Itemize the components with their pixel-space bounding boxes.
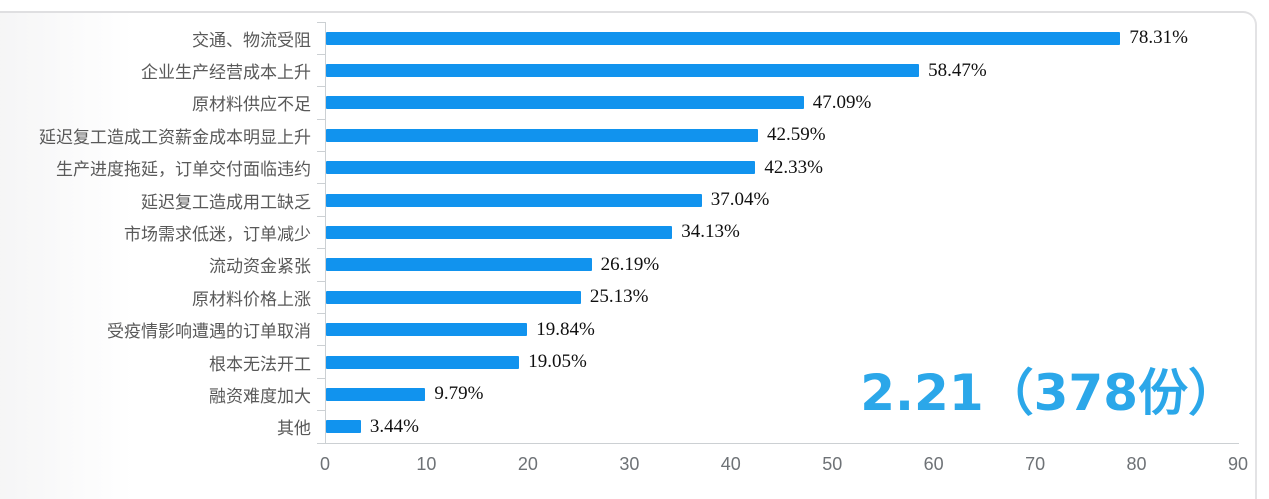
value-label: 25.13%: [589, 286, 649, 308]
y-axis-tick: [317, 21, 325, 23]
value-label: 9.79%: [434, 383, 484, 405]
bar: [326, 355, 520, 369]
y-axis-tick: [317, 280, 325, 282]
bar: [326, 128, 759, 142]
x-axis-tick-label: 70: [1025, 454, 1046, 474]
y-axis-tick: [317, 248, 325, 250]
y-axis-tick: [317, 410, 325, 412]
category-label: 其他: [277, 419, 311, 439]
value-label: 42.59%: [767, 124, 826, 146]
category-label: 市场需求低迷，订单减少: [124, 224, 311, 244]
x-axis-tick-label: 30: [619, 454, 640, 474]
bar: [326, 64, 920, 78]
category-label: 企业生产经营成本上升: [141, 63, 311, 83]
y-axis-tick: [317, 183, 325, 185]
value-label: 42.33%: [764, 156, 823, 178]
x-axis: 0 10 20 30 40 50 60 70 80 90: [320, 444, 1248, 478]
bar: [326, 96, 804, 110]
bar: [326, 290, 581, 304]
value-label: 78.31%: [1129, 27, 1188, 49]
y-axis-tick: [317, 312, 325, 314]
value-label: 26.19%: [600, 253, 660, 275]
x-axis-tick-label: 50: [822, 454, 843, 474]
annotation-score: 2.21（378份）: [860, 364, 1238, 422]
x-axis-tick-label: 60: [923, 454, 944, 474]
y-axis-tick: [317, 86, 325, 88]
bar: [326, 420, 361, 434]
category-label: 根本无法开工: [209, 354, 311, 374]
x-axis-tick-label: 80: [1126, 454, 1147, 474]
value-label: 58.47%: [928, 59, 987, 81]
bar: [326, 193, 702, 207]
value-label: 47.09%: [812, 91, 872, 113]
category-label: 交通、物流受阻: [192, 30, 311, 50]
x-axis-tick-label: 0: [319, 454, 331, 474]
category-label: 延迟复工造成工资薪金成本明显上升: [39, 127, 311, 147]
category-label: 生产进度拖延，订单交付面临违约: [56, 160, 311, 180]
bar: [326, 161, 756, 175]
category-axis: 交通、物流受阻企业生产经营成本上升原材料供应不足延迟复工造成工资薪金成本明显上升…: [0, 22, 311, 443]
value-label: 19.05%: [528, 351, 587, 373]
bar: [326, 323, 528, 337]
bar: [326, 226, 673, 239]
y-axis-tick: [317, 118, 325, 120]
category-label: 流动资金紧张: [209, 257, 311, 277]
category-label: 原材料供应不足: [192, 95, 311, 115]
value-label: 37.04%: [710, 189, 770, 211]
y-axis-tick: [317, 151, 325, 153]
bar: [326, 31, 1121, 45]
y-axis-tick: [317, 345, 325, 347]
x-axis-tick-label: 40: [720, 454, 741, 474]
bar: [326, 387, 426, 401]
plot-area: 78.31% 58.47% 47.09% 42.59% 42.33% 37.04% 34.1…: [317, 21, 1239, 444]
y-axis-tick: [317, 215, 325, 217]
chart-panel: [0, 11, 1257, 499]
x-axis-tick-label: 20: [517, 454, 538, 474]
x-axis-tick-label: 10: [416, 454, 437, 474]
y-axis-tick: [317, 53, 325, 55]
x-axis-tick-label: 90: [1227, 454, 1249, 474]
value-label: 3.44%: [369, 415, 419, 437]
bar: [326, 258, 592, 272]
y-axis-tick: [317, 442, 325, 444]
category-label: 受疫情影响遭遇的订单取消: [107, 322, 311, 342]
value-label: 19.84%: [536, 318, 595, 340]
category-label: 原材料价格上涨: [192, 289, 311, 309]
value-label: 34.13%: [681, 221, 740, 243]
y-axis-tick: [317, 377, 325, 379]
category-label: 延迟复工造成用工缺乏: [141, 192, 311, 212]
category-label: 融资难度加大: [209, 386, 311, 406]
